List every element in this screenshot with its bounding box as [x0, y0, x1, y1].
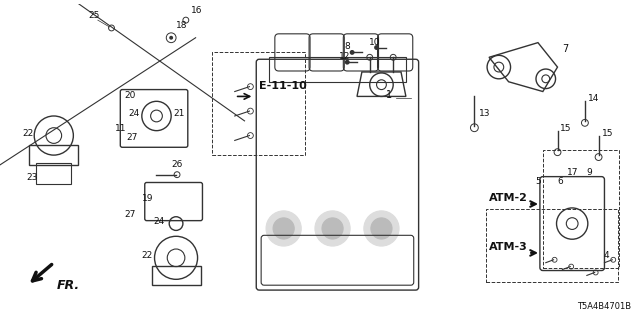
Text: 13: 13 — [479, 109, 491, 118]
Text: 23: 23 — [26, 172, 38, 181]
Bar — [152, 266, 200, 285]
Bar — [36, 163, 72, 184]
Text: 19: 19 — [142, 194, 154, 203]
Text: 10: 10 — [369, 37, 380, 47]
Text: 18: 18 — [176, 21, 188, 30]
Text: T5A4B4701B: T5A4B4701B — [577, 302, 631, 311]
Text: 8: 8 — [344, 43, 350, 52]
Circle shape — [273, 218, 294, 239]
Text: E-11-10: E-11-10 — [259, 81, 307, 91]
Circle shape — [345, 60, 349, 65]
Circle shape — [169, 36, 173, 40]
Circle shape — [374, 45, 379, 50]
Text: 15: 15 — [561, 124, 572, 133]
Text: FR.: FR. — [57, 279, 80, 292]
Bar — [29, 145, 78, 165]
Text: 7: 7 — [563, 44, 569, 54]
Text: 21: 21 — [173, 109, 185, 118]
Bar — [543, 150, 619, 268]
Bar — [269, 57, 406, 82]
Text: 9: 9 — [587, 168, 593, 177]
Text: 27: 27 — [126, 133, 138, 142]
Text: 26: 26 — [171, 160, 182, 169]
Circle shape — [315, 211, 350, 246]
Text: ATM-3: ATM-3 — [489, 242, 528, 252]
Text: 24: 24 — [129, 109, 140, 118]
Text: ATM-2: ATM-2 — [489, 193, 528, 203]
Bar — [486, 209, 618, 282]
Circle shape — [322, 218, 343, 239]
Circle shape — [349, 50, 355, 55]
Text: 24: 24 — [154, 217, 165, 226]
Text: 1: 1 — [387, 90, 392, 100]
Circle shape — [371, 218, 392, 239]
Text: 5: 5 — [535, 178, 541, 187]
Text: 17: 17 — [567, 168, 579, 177]
Text: 16: 16 — [191, 6, 202, 15]
Text: 25: 25 — [88, 11, 99, 20]
Text: 14: 14 — [588, 94, 599, 103]
Text: 20: 20 — [124, 92, 136, 100]
Text: 15: 15 — [602, 129, 613, 138]
Text: 12: 12 — [339, 52, 351, 61]
Circle shape — [364, 211, 399, 246]
Text: 6: 6 — [557, 178, 563, 187]
Bar — [212, 52, 305, 155]
Text: 4: 4 — [604, 251, 609, 260]
Text: 22: 22 — [22, 129, 34, 138]
Circle shape — [266, 211, 301, 246]
Text: 27: 27 — [124, 210, 136, 219]
Text: 22: 22 — [142, 251, 153, 260]
Text: 11: 11 — [115, 124, 126, 133]
